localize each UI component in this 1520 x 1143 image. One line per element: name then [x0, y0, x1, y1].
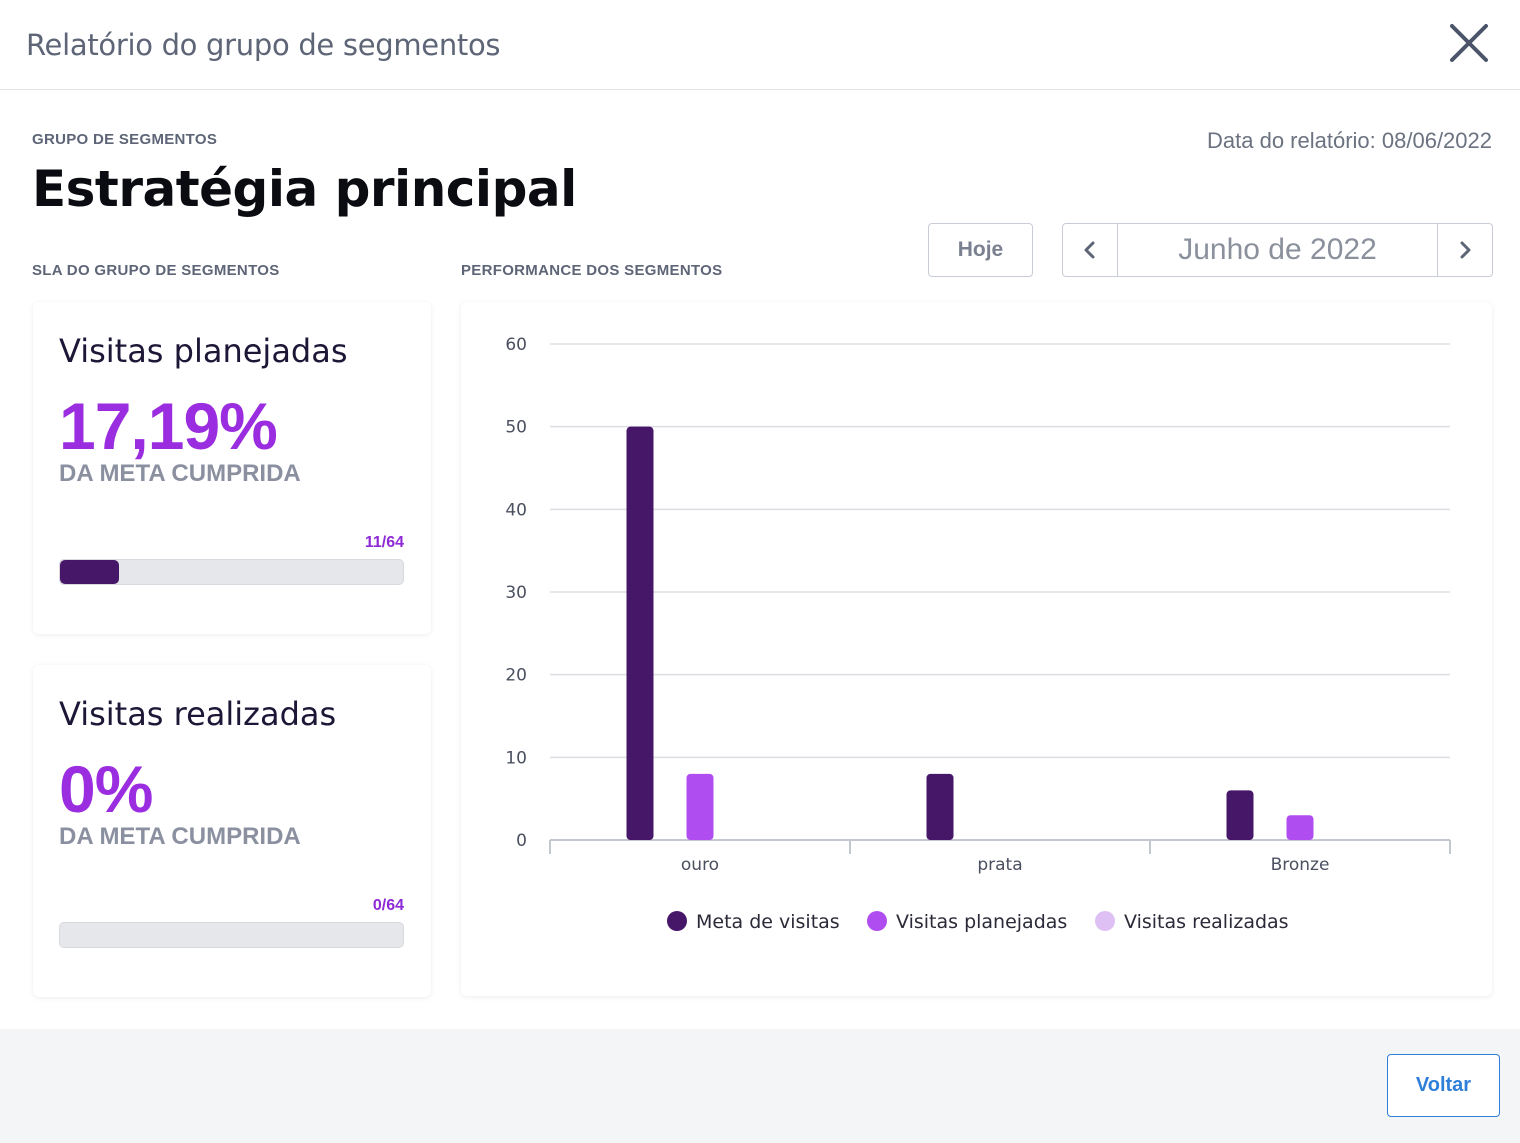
modal-header: Relatório do grupo de segmentos [0, 0, 1520, 90]
today-button[interactable]: Hoje [928, 223, 1033, 277]
bar-ouro-0 [626, 426, 654, 840]
bar-bronze-0 [1226, 790, 1254, 840]
y-tick-label: 30 [505, 583, 527, 603]
legend-label: Visitas realizadas [1124, 911, 1289, 933]
legend-label: Visitas planejadas [896, 911, 1067, 933]
y-tick-label: 40 [505, 500, 527, 520]
bar-bronze-1 [1286, 815, 1314, 840]
stat-fraction: 11/64 [364, 534, 404, 551]
bar-ouro-1 [686, 773, 714, 840]
back-button[interactable]: Voltar [1387, 1054, 1500, 1117]
x-tick-label: ouro [681, 855, 719, 875]
month-navigator: Junho de 2022 [1062, 223, 1493, 277]
completed-visits-card: Visitas realizadas 0% DA META CUMPRIDA 0… [33, 665, 431, 997]
stat-caption: DA META CUMPRIDA [59, 823, 301, 850]
y-tick-label: 50 [505, 418, 527, 438]
legend-label: Meta de visitas [696, 911, 840, 933]
stat-title: Visitas planejadas [59, 332, 348, 370]
bar-prata-0 [926, 773, 954, 840]
planned-visits-card: Visitas planejadas 17,19% DA META CUMPRI… [33, 302, 431, 634]
segment-performance-chart: 0 10 20 30 40 50 60 ouro prata Bronze Meta de visi… [505, 335, 1451, 933]
legend-marker [667, 911, 687, 931]
stat-value: 17,19% [59, 389, 278, 463]
y-tick-label: 60 [505, 335, 527, 355]
group-name: Estratégia principal [32, 160, 577, 218]
group-eyebrow: GRUPO DE SEGMENTOS [32, 131, 218, 148]
sla-heading: SLA DO GRUPO DE SEGMENTOS [32, 262, 280, 279]
progress-fill [60, 560, 119, 584]
stat-value: 0% [59, 752, 153, 826]
progress-bar [59, 922, 404, 948]
modal-title: Relatório do grupo de segmentos [26, 28, 501, 62]
close-button[interactable] [1446, 20, 1492, 66]
prev-month-button[interactable] [1063, 224, 1118, 276]
y-tick-label: 10 [505, 748, 527, 768]
legend-marker [867, 911, 887, 931]
y-tick-label: 0 [516, 831, 527, 851]
report-date: Data do relatório: 08/06/2022 [1207, 128, 1492, 153]
progress-bar [59, 559, 404, 585]
stat-fraction: 0/64 [372, 897, 404, 914]
performance-chart-card: 0 10 20 30 40 50 60 ouro prata Bronze Meta de visi… [461, 302, 1492, 996]
month-label: Junho de 2022 [1178, 233, 1377, 266]
modal-footer [0, 1029, 1520, 1143]
stat-caption: DA META CUMPRIDA [59, 460, 301, 487]
stat-title: Visitas realizadas [59, 695, 337, 733]
x-tick-label: Bronze [1271, 855, 1330, 875]
close-icon [1450, 24, 1488, 62]
chevron-right-icon [1460, 241, 1471, 259]
y-tick-label: 20 [505, 666, 527, 686]
next-month-button[interactable] [1437, 224, 1492, 276]
chevron-left-icon [1084, 241, 1095, 259]
performance-heading: PERFORMANCE DOS SEGMENTOS [461, 262, 723, 279]
x-tick-label: prata [977, 855, 1022, 875]
legend-marker [1095, 911, 1115, 931]
